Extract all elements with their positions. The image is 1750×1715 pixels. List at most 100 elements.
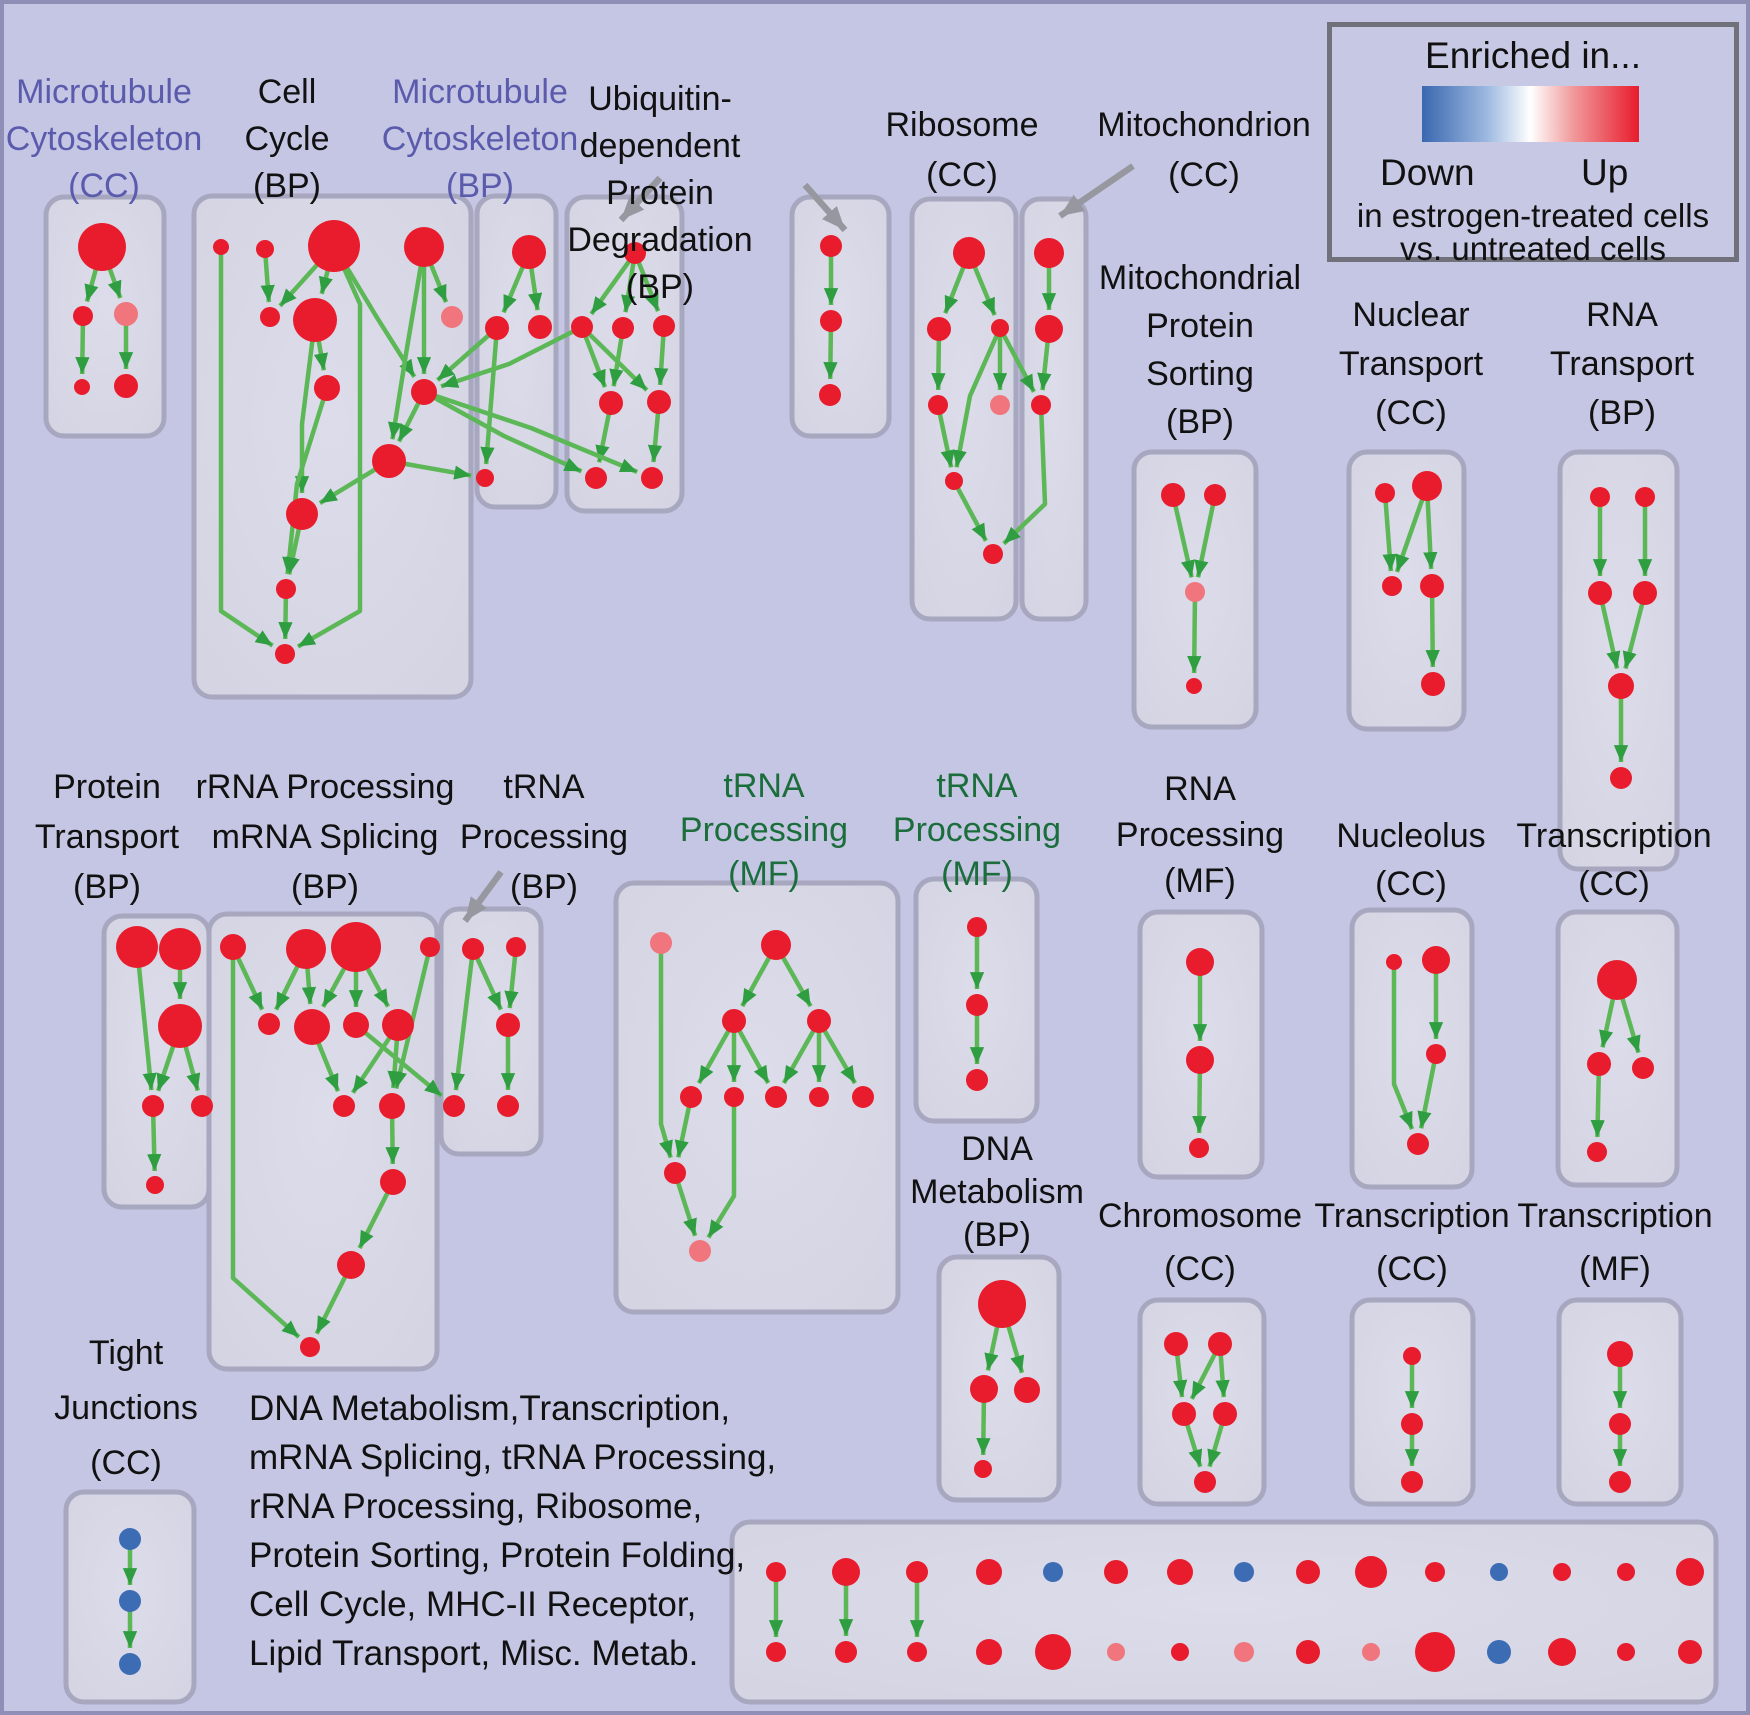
node-red — [1632, 1057, 1654, 1079]
node-red — [835, 1641, 857, 1663]
node-red — [1609, 1471, 1631, 1493]
node-red — [191, 1095, 213, 1117]
edge — [1590, 1063, 1605, 1138]
node-red — [276, 579, 296, 599]
node-red — [256, 240, 274, 258]
edge — [230, 947, 301, 1339]
callout-arrow — [802, 182, 848, 233]
node-red — [74, 379, 90, 395]
node-red — [1678, 1640, 1702, 1664]
node-red — [1031, 395, 1051, 415]
node-red — [809, 1087, 829, 1107]
edge — [1622, 592, 1648, 670]
edge — [580, 325, 649, 392]
node-red — [1608, 673, 1634, 699]
node-red — [1186, 1046, 1214, 1074]
node-red — [624, 242, 646, 264]
callout-arrow — [462, 870, 504, 923]
node-red — [1189, 1138, 1209, 1158]
node-red — [411, 379, 437, 405]
node-red — [1014, 1377, 1040, 1403]
node-red — [159, 928, 201, 970]
node-red — [1407, 1133, 1429, 1155]
node-red — [761, 930, 791, 960]
node-red — [1635, 487, 1655, 507]
node-red — [382, 1009, 414, 1041]
callout-arrow — [618, 175, 663, 223]
legend-down-label: Down — [1380, 152, 1475, 193]
node-red — [974, 1460, 992, 1478]
node-red — [1204, 484, 1226, 506]
node-red — [78, 223, 126, 271]
node-red — [966, 994, 988, 1016]
cluster-box-microtubule_cc — [43, 194, 167, 439]
node-red — [462, 938, 484, 960]
node-pink — [650, 932, 672, 954]
cluster-box-nucleolus — [1349, 907, 1475, 1190]
node-red — [476, 469, 494, 487]
cluster-label-transcription-cc-2: Transcription (CC) — [1314, 1197, 1510, 1288]
node-red — [333, 1095, 355, 1117]
cluster-box-trna_bp — [438, 906, 544, 1157]
node-red — [1421, 672, 1445, 696]
node-red — [1412, 471, 1442, 501]
node-red — [1676, 1558, 1704, 1586]
node-red — [1208, 1332, 1232, 1356]
node-red — [983, 544, 1003, 564]
edge — [1391, 962, 1415, 1130]
legend-gradient-bar — [1422, 86, 1639, 142]
cluster-label-chromosome: Chromosome (CC) — [1097, 1197, 1303, 1288]
node-red — [331, 922, 381, 972]
node-red — [1355, 1556, 1387, 1588]
node-red — [275, 644, 295, 664]
node-red — [512, 235, 546, 269]
node-red — [807, 1009, 831, 1033]
layer-edges — [75, 244, 1653, 1649]
node-pink — [990, 395, 1010, 415]
node-red — [1588, 581, 1612, 605]
edge — [1417, 1053, 1439, 1129]
node-blue — [119, 1653, 141, 1675]
node-pink — [689, 1240, 711, 1262]
node-red — [1375, 483, 1395, 503]
node-red — [680, 1086, 702, 1108]
node-red — [765, 1086, 787, 1108]
node-pink — [1107, 1643, 1125, 1661]
cluster-label-mitochondrion: Mitochondrion (CC) — [1097, 106, 1311, 194]
cluster-label-dna-metabolism: DNA Metabolism (BP) — [910, 1130, 1084, 1254]
edge — [218, 247, 274, 648]
node-red — [907, 1642, 927, 1662]
node-red — [1415, 1632, 1455, 1672]
cluster-label-nucleolus: Nucleolus (CC) — [1336, 817, 1486, 903]
edge — [1194, 494, 1218, 578]
node-red — [1034, 238, 1064, 268]
legend-title: Enriched in... — [1425, 35, 1641, 76]
node-red — [585, 467, 607, 489]
node-red — [1590, 487, 1610, 507]
cluster-label-rna-processing-mf: RNA Processing (MF) — [1115, 770, 1285, 900]
cluster-box-misc_wide — [729, 1519, 1719, 1705]
node-red — [1164, 1332, 1188, 1356]
node-pink — [114, 302, 138, 326]
node-red — [1296, 1640, 1320, 1664]
cluster-label-rna-transport: RNA Transport (BP) — [1549, 296, 1695, 432]
node-red — [647, 390, 671, 414]
node-red — [1633, 581, 1657, 605]
node-red — [766, 1562, 786, 1582]
node-red — [146, 1176, 164, 1194]
node-red — [506, 937, 526, 957]
cluster-box-rna_proc_mf — [1137, 909, 1265, 1180]
node-red — [852, 1086, 874, 1108]
edge — [282, 387, 330, 575]
node-red — [73, 306, 93, 326]
edge — [952, 327, 1003, 468]
node-red — [1403, 1347, 1421, 1365]
node-red — [906, 1561, 928, 1583]
node-red — [1104, 1560, 1128, 1584]
node-red — [1607, 1341, 1633, 1367]
node-red — [641, 467, 663, 489]
node-red — [1171, 1643, 1189, 1661]
merged-clusters-note: DNA Metabolism,Transcription, mRNA Splic… — [249, 1389, 777, 1673]
cluster-box-mitochondrion — [1019, 196, 1089, 622]
node-red — [443, 1095, 465, 1117]
